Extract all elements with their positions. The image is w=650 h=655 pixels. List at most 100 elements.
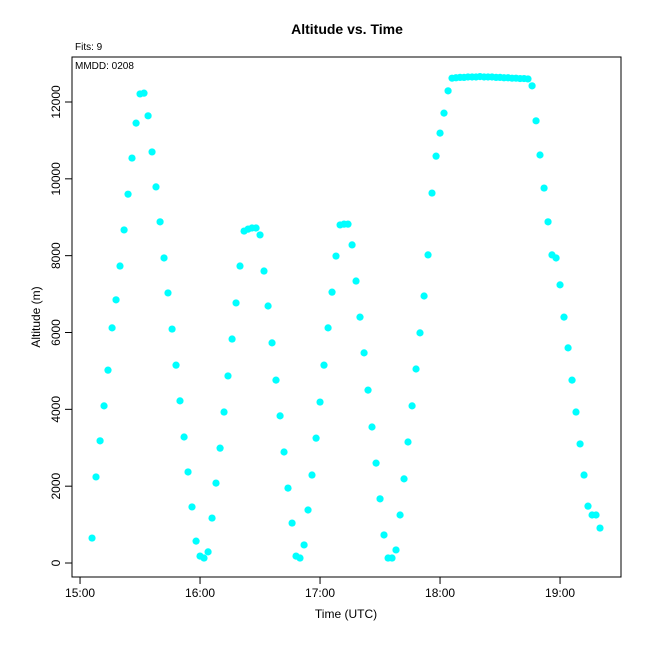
data-point	[556, 281, 564, 289]
data-point	[372, 459, 380, 467]
data-point	[320, 361, 328, 369]
y-tick-label: 12000	[49, 85, 63, 119]
data-point	[112, 296, 120, 304]
data-point	[256, 231, 264, 239]
data-point	[212, 479, 220, 487]
data-point	[368, 423, 376, 431]
data-point	[140, 89, 148, 97]
data-point	[592, 511, 600, 519]
y-tick-label: 8000	[49, 242, 63, 269]
y-tick-label: 0	[49, 559, 63, 566]
data-point	[208, 514, 216, 522]
y-axis-label: Altitude (m)	[29, 286, 43, 347]
x-tick-label: 18:00	[425, 586, 455, 600]
data-point	[224, 372, 232, 380]
data-point	[576, 440, 584, 448]
x-tick-label: 16:00	[185, 586, 215, 600]
data-point	[308, 471, 316, 479]
data-point	[532, 117, 540, 125]
data-point	[560, 313, 568, 321]
y-tick-label: 4000	[49, 396, 63, 423]
data-point	[108, 324, 116, 332]
data-point	[236, 262, 244, 270]
plot-frame	[71, 56, 622, 578]
data-point	[284, 484, 292, 492]
data-point	[580, 471, 588, 479]
y-tick-label: 10000	[49, 162, 63, 196]
data-point	[396, 511, 404, 519]
data-point	[116, 262, 124, 270]
data-point	[296, 554, 304, 562]
data-point	[568, 376, 576, 384]
data-point	[544, 218, 552, 226]
data-point	[528, 82, 536, 90]
data-point	[88, 534, 96, 542]
data-point	[124, 190, 132, 198]
data-point	[180, 433, 188, 441]
data-point	[160, 254, 168, 262]
data-point	[272, 376, 280, 384]
data-point	[316, 398, 324, 406]
x-tick-label: 15:00	[65, 586, 95, 600]
data-point	[584, 502, 592, 510]
data-point	[360, 349, 368, 357]
data-point	[132, 119, 140, 127]
data-point	[404, 438, 412, 446]
data-point	[304, 506, 312, 514]
data-point	[344, 220, 352, 228]
data-point	[168, 325, 176, 333]
data-point	[268, 339, 276, 347]
data-point	[288, 519, 296, 527]
data-point	[432, 152, 440, 160]
data-point	[524, 75, 532, 83]
data-point	[312, 434, 320, 442]
data-point	[436, 129, 444, 137]
y-tick-label: 6000	[49, 319, 63, 346]
data-point	[352, 277, 360, 285]
data-point	[188, 503, 196, 511]
data-point	[232, 299, 240, 307]
date-annotation: MMDD: 0208	[75, 61, 134, 72]
data-point	[420, 292, 428, 300]
data-point	[192, 537, 200, 545]
data-point	[596, 524, 604, 532]
data-point	[228, 335, 236, 343]
data-point	[184, 468, 192, 476]
fits-annotation: Fits: 9	[75, 42, 103, 53]
data-point	[356, 313, 364, 321]
x-tick-label: 17:00	[305, 586, 335, 600]
data-point	[260, 267, 268, 275]
data-point	[216, 444, 224, 452]
data-point	[376, 495, 384, 503]
data-point	[264, 302, 272, 310]
data-point	[152, 183, 160, 191]
data-point	[104, 366, 112, 374]
data-point	[300, 541, 308, 549]
data-point	[148, 148, 156, 156]
data-point	[280, 448, 288, 456]
data-point	[416, 329, 424, 337]
data-point	[332, 252, 340, 260]
data-point	[564, 344, 572, 352]
data-point	[204, 548, 212, 556]
data-point	[424, 251, 432, 259]
data-point	[400, 475, 408, 483]
data-point	[388, 554, 396, 562]
data-point	[552, 254, 560, 262]
data-point	[120, 226, 128, 234]
data-point	[200, 554, 208, 562]
data-point	[572, 408, 580, 416]
chart-title: Altitude vs. Time	[291, 21, 403, 37]
data-point	[328, 288, 336, 296]
data-point	[164, 289, 172, 297]
data-point	[156, 218, 164, 226]
data-point	[536, 151, 544, 159]
data-point	[428, 189, 436, 197]
x-axis-label: Time (UTC)	[315, 607, 377, 621]
data-point	[392, 546, 400, 554]
data-point	[100, 402, 108, 410]
data-point	[324, 324, 332, 332]
